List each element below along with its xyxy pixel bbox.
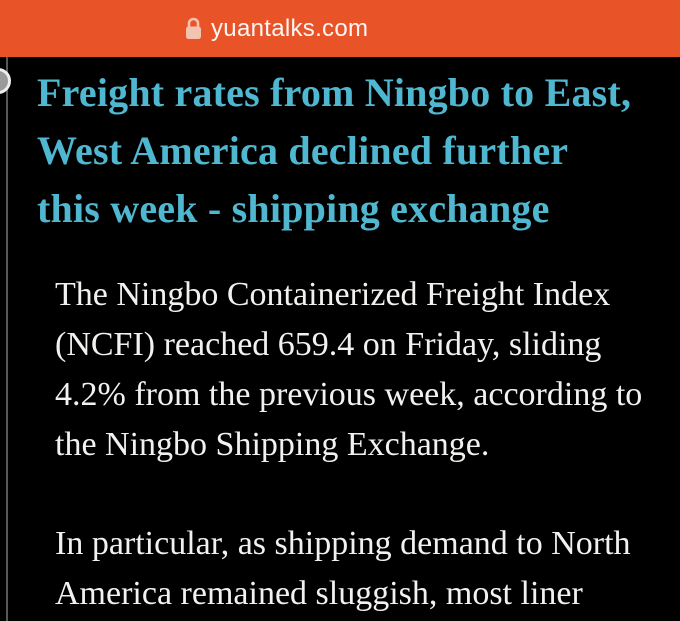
- lock-icon: [185, 17, 202, 40]
- url-group[interactable]: yuantalks.com: [185, 0, 368, 57]
- article-paragraph-2: In particular, as shipping demand to Nor…: [55, 525, 631, 612]
- page-edge-divider: [6, 57, 8, 621]
- article-paragraph-1: The Ningbo Containerized Freight Index (…: [55, 276, 643, 463]
- browser-address-bar[interactable]: yuantalks.com: [0, 0, 680, 57]
- side-scroll-handle[interactable]: [0, 68, 11, 94]
- article-page: Freight rates from Ningbo to East, West …: [0, 57, 680, 621]
- url-text[interactable]: yuantalks.com: [211, 14, 369, 42]
- article-headline: Freight rates from Ningbo to East, West …: [37, 70, 632, 231]
